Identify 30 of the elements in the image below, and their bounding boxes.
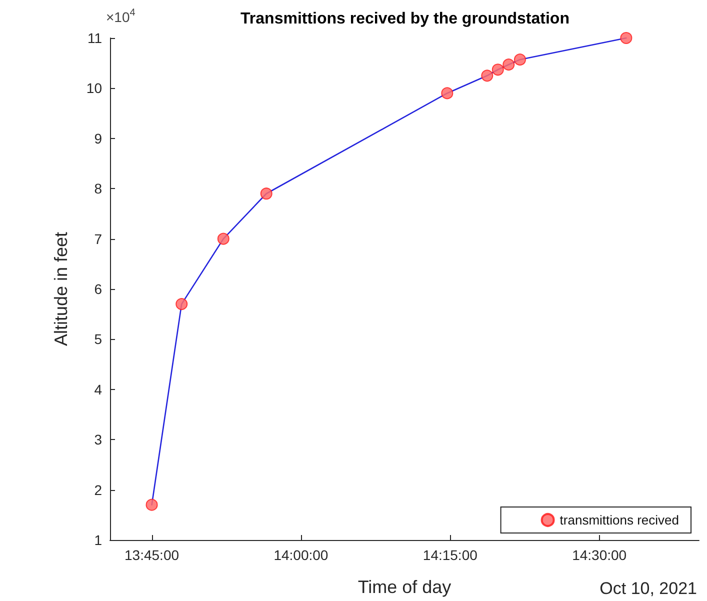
point [481, 70, 494, 82]
y-tick-label: 7 [94, 230, 102, 247]
x-tick-label: 13:45:00 [124, 547, 180, 563]
y-tick-label: 11 [87, 30, 102, 46]
point [514, 54, 526, 66]
x-axis-title: Time of day [358, 577, 452, 597]
point [492, 64, 504, 76]
point [502, 58, 515, 71]
point [620, 32, 632, 44]
point [146, 498, 158, 511]
point [217, 232, 230, 245]
point [260, 188, 272, 200]
legend-label: transmittions recived [560, 512, 680, 528]
y-tick-label: 8 [94, 180, 102, 197]
x-tick-label: 14:30:00 [572, 547, 627, 563]
chart-title: Transmittions recived by the groundstation [240, 10, 570, 28]
y-tick-label: 6 [94, 281, 102, 297]
y-tick-label: 10 [86, 80, 102, 96]
x-tick-label: 14:00:00 [274, 547, 328, 563]
y-tick-label: 4 [94, 381, 102, 398]
y-tick-label: 9 [94, 130, 102, 146]
y-tick-label: 5 [94, 331, 102, 348]
y-tick-label: 3 [94, 432, 102, 448]
y-tick-label: 1 [94, 532, 102, 548]
y-axis-title: Altitude in feet [51, 232, 71, 346]
point [176, 298, 188, 310]
point [441, 87, 454, 100]
y-tick-label: 2 [94, 482, 102, 498]
x-tick-label: 14:15:00 [422, 547, 478, 563]
text: Oct 10, 2021 [600, 579, 697, 598]
